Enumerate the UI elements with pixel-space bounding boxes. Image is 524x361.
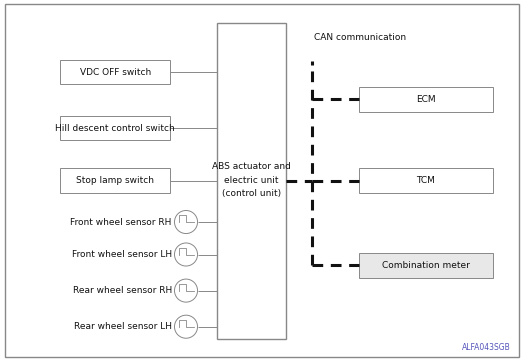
Text: Front wheel sensor LH: Front wheel sensor LH	[72, 250, 172, 259]
Text: ALFA043SGB: ALFA043SGB	[462, 343, 511, 352]
Text: TCM: TCM	[416, 176, 435, 185]
Text: Rear wheel sensor RH: Rear wheel sensor RH	[73, 286, 172, 295]
FancyBboxPatch shape	[359, 87, 493, 112]
FancyBboxPatch shape	[60, 168, 170, 193]
Text: electric unit: electric unit	[224, 176, 279, 185]
Text: Rear wheel sensor LH: Rear wheel sensor LH	[74, 322, 172, 331]
Text: (control unit): (control unit)	[222, 189, 281, 198]
Text: CAN communication: CAN communication	[314, 32, 407, 42]
Text: ECM: ECM	[416, 95, 435, 104]
Text: Combination meter: Combination meter	[382, 261, 470, 270]
FancyBboxPatch shape	[359, 168, 493, 193]
FancyBboxPatch shape	[60, 116, 170, 140]
Text: VDC OFF switch: VDC OFF switch	[80, 68, 151, 77]
Text: Hill descent control switch: Hill descent control switch	[56, 124, 175, 132]
FancyBboxPatch shape	[359, 253, 493, 278]
Text: Front wheel sensor RH: Front wheel sensor RH	[71, 218, 172, 226]
FancyBboxPatch shape	[217, 23, 286, 339]
Text: ABS actuator and: ABS actuator and	[212, 162, 291, 171]
FancyBboxPatch shape	[60, 60, 170, 84]
Text: Stop lamp switch: Stop lamp switch	[77, 176, 154, 185]
